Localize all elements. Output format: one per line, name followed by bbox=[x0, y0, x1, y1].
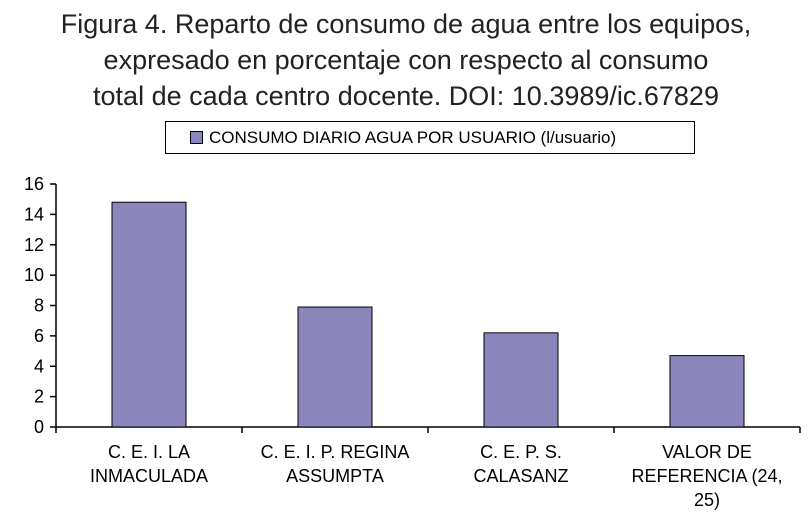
y-tick-label: 6 bbox=[34, 326, 44, 346]
category-label-line: C. E. I. P. REGINA bbox=[261, 442, 410, 462]
bar-1 bbox=[111, 201, 187, 428]
y-tick-label: 14 bbox=[24, 204, 44, 224]
legend-label: CONSUMO DIARIO AGUA POR USUARIO (l/usuar… bbox=[209, 127, 617, 147]
caption-line-3: total de cada centro docente. DOI: 10.39… bbox=[93, 81, 719, 111]
y-tick-label: 0 bbox=[34, 417, 44, 437]
category-label-4: VALOR DE REFERENCIA (24, 25) bbox=[631, 442, 782, 510]
y-tick-label: 10 bbox=[24, 265, 44, 285]
legend-swatch bbox=[190, 131, 203, 144]
figure-caption: Figura 4. Reparto de consumo de agua ent… bbox=[0, 6, 812, 114]
bar-4 bbox=[669, 355, 745, 428]
category-label-line: C. E. P. S. bbox=[480, 442, 562, 462]
y-tick-label: 2 bbox=[34, 387, 44, 407]
category-label-line: 25) bbox=[694, 490, 720, 510]
y-tick-label: 12 bbox=[24, 235, 44, 255]
category-label-line: C. E. I. LA bbox=[108, 442, 190, 462]
category-label-2: C. E. I. P. REGINA ASSUMPTA bbox=[261, 442, 410, 486]
bar-2 bbox=[297, 306, 373, 428]
category-label-line: REFERENCIA (24, bbox=[631, 466, 782, 486]
y-tick-label: 16 bbox=[24, 174, 44, 194]
category-label-line: INMACULADA bbox=[90, 466, 208, 486]
category-label-line: VALOR DE bbox=[662, 442, 752, 462]
category-label-line: ASSUMPTA bbox=[286, 466, 384, 486]
caption-line-1: Figura 4. Reparto de consumo de agua ent… bbox=[60, 9, 752, 39]
caption-line-2: expresado en porcentaje con respecto al … bbox=[103, 45, 709, 75]
category-label-3: C. E. P. S. CALASANZ bbox=[473, 442, 568, 486]
y-tick-label: 4 bbox=[34, 356, 44, 376]
y-tick-label: 8 bbox=[34, 296, 44, 316]
category-label-1: C. E. I. LA INMACULADA bbox=[90, 442, 208, 486]
bar-3 bbox=[483, 332, 559, 428]
category-label-line: CALASANZ bbox=[473, 466, 568, 486]
chart-legend: CONSUMO DIARIO AGUA POR USUARIO (l/usuar… bbox=[165, 121, 695, 154]
